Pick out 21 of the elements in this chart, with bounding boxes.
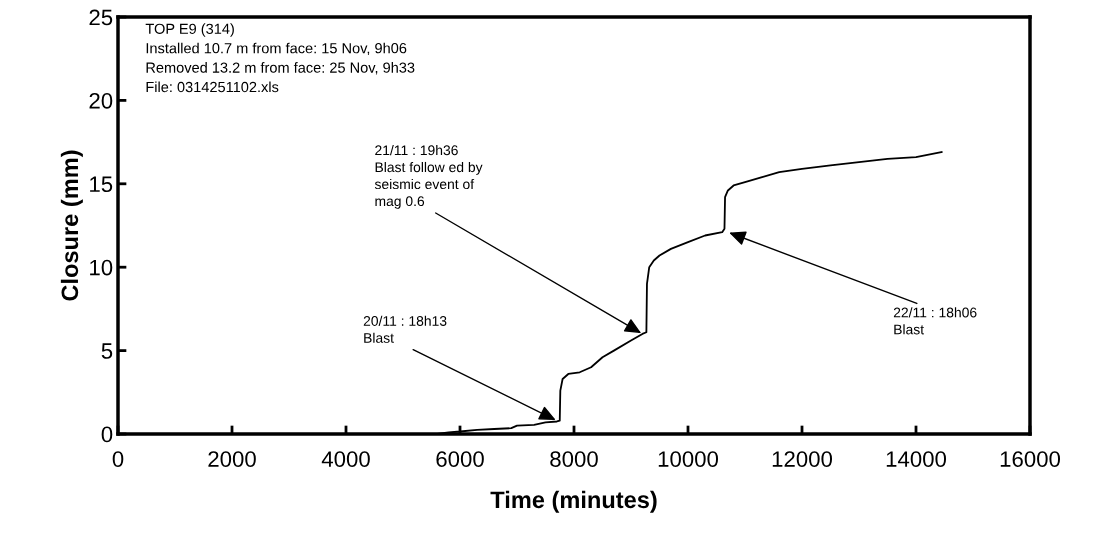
y-tick-label: 10 [90, 259, 113, 276]
x-tick-label: 4000 [321, 451, 370, 467]
x-axis-title: Time (minutes) [490, 490, 657, 513]
annotation: TOP E9 (314) Installed 10.7 m from face: 15 Nov, 9h06 Removed 13.2 m from face: 25 Nov, 9h33 File: 0314251102.xls [145, 23, 415, 93]
x-tick-label: 6000 [436, 451, 484, 467]
y-tick-label: 20 [89, 92, 113, 109]
y-tick-label: 0 [101, 426, 113, 443]
x-tick-label: 14000 [886, 451, 947, 467]
y-tick-label: 5 [101, 343, 113, 359]
x-tick-label: 0 [112, 451, 124, 467]
y-tick-label: 25 [89, 9, 113, 26]
y-axis-title: Closure (mm) [60, 150, 83, 301]
x-tick-label: 8000 [550, 451, 598, 467]
x-tick-label: 2000 [208, 451, 256, 467]
x-tick-label: 10000 [658, 451, 719, 467]
annotation: 20/11 : 18h13 Blast [363, 315, 447, 343]
y-tick-label: 15 [90, 176, 113, 193]
annotation: 21/11 : 19h36 Blast follow ed by seismic event of mag 0.6 [374, 144, 483, 209]
x-tick-label: 16000 [1000, 451, 1061, 467]
annotation: 22/11 : 18h06 Blast [893, 307, 977, 335]
x-tick-label: 12000 [772, 451, 833, 467]
